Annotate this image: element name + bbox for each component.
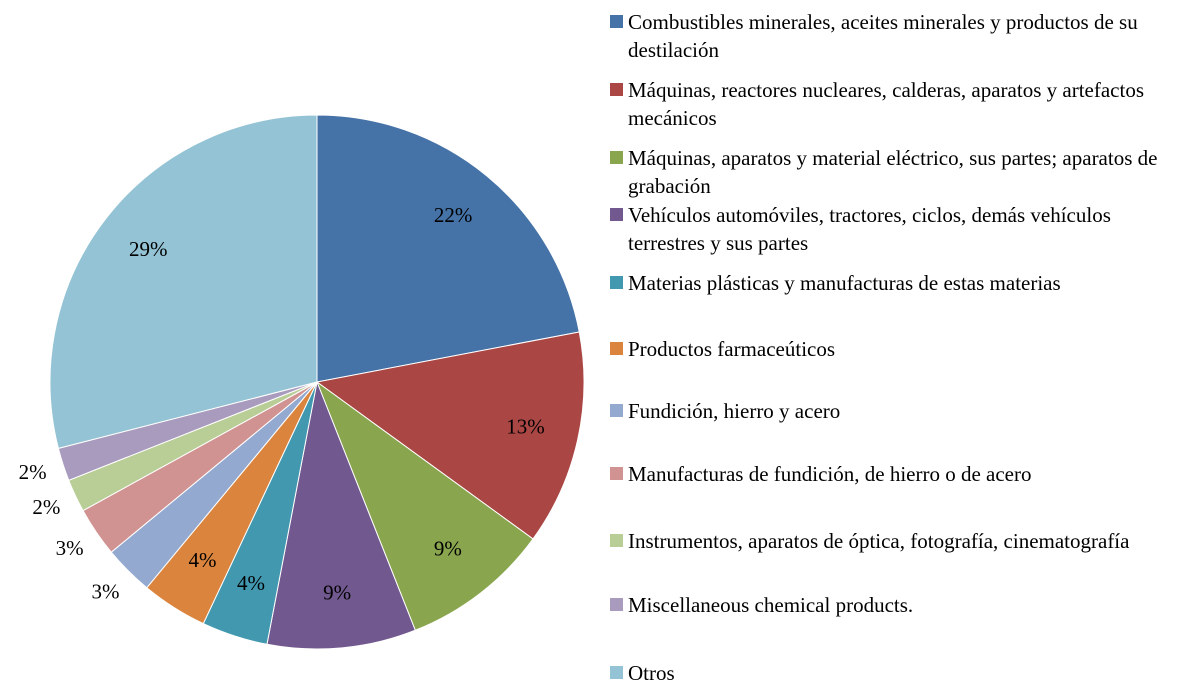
- legend-swatch: [610, 534, 623, 547]
- legend-item: Vehículos automóviles, tractores, ciclos…: [610, 201, 1170, 257]
- legend-item: Fundición, hierro y acero: [610, 397, 1170, 425]
- legend-swatch: [610, 276, 623, 289]
- legend-swatch: [610, 15, 623, 28]
- data-label: 9%: [434, 537, 462, 561]
- legend-swatch: [610, 83, 623, 96]
- legend-label: Máquinas, aparatos y material eléctrico,…: [628, 146, 1158, 198]
- data-label: 3%: [56, 536, 84, 560]
- legend-item: Otros: [610, 659, 1170, 687]
- pie-slice: [316, 114, 580, 383]
- legend-swatch: [610, 208, 623, 221]
- legend-label: Fundición, hierro y acero: [628, 399, 841, 423]
- data-label: 13%: [506, 414, 545, 438]
- legend-label: Otros: [628, 661, 675, 685]
- chart: 22% 13% 9% 9% 4% 4% 3% 3% 2% 2% 29%: [19, 114, 585, 650]
- legend-item: Máquinas, reactores nucleares, calderas,…: [610, 76, 1170, 132]
- legend-item: Productos farmaceúticos: [610, 335, 1170, 363]
- pie-slice: [266, 380, 416, 650]
- data-label: 9%: [323, 580, 351, 604]
- legend-item: Manufacturas de fundición, de hierro o d…: [610, 460, 1170, 488]
- data-label: 2%: [19, 460, 47, 484]
- data-label: 4%: [237, 571, 265, 595]
- legend-swatch: [610, 666, 623, 679]
- legend-label: Productos farmaceúticos: [628, 337, 836, 361]
- legend-label: Máquinas, reactores nucleares, calderas,…: [628, 78, 1144, 130]
- legend-item: Instrumentos, aparatos de óptica, fotogr…: [610, 527, 1170, 555]
- data-label: 2%: [32, 495, 60, 519]
- legend-label: Materias plásticas y manufacturas de est…: [628, 271, 1061, 295]
- legend-label: Manufacturas de fundición, de hierro o d…: [628, 462, 1032, 486]
- legend-label: Vehículos automóviles, tractores, ciclos…: [628, 203, 1111, 255]
- pie-slice: [315, 331, 585, 540]
- data-label: 29%: [129, 237, 168, 261]
- legend-swatch: [610, 151, 623, 164]
- legend-label: Miscellaneous chemical products.: [628, 593, 914, 617]
- legend-item: Miscellaneous chemical products.: [610, 591, 1170, 619]
- legend-item: Combustibles minerales, aceites minerale…: [610, 8, 1170, 64]
- data-label: 4%: [189, 548, 217, 572]
- pie-slice: [315, 380, 534, 631]
- legend-swatch: [610, 342, 623, 355]
- pie-slice: [49, 114, 318, 450]
- legend-item: Materias plásticas y manufacturas de est…: [610, 269, 1170, 297]
- legend-swatch: [610, 467, 623, 480]
- data-label: 3%: [92, 579, 120, 603]
- data-label: 22%: [434, 203, 473, 227]
- legend-item: Máquinas, aparatos y material eléctrico,…: [610, 144, 1170, 200]
- legend-label: Combustibles minerales, aceites minerale…: [628, 10, 1138, 62]
- legend-swatch: [610, 598, 623, 611]
- legend-swatch: [610, 404, 623, 417]
- legend-label: Instrumentos, aparatos de óptica, fotogr…: [628, 529, 1130, 553]
